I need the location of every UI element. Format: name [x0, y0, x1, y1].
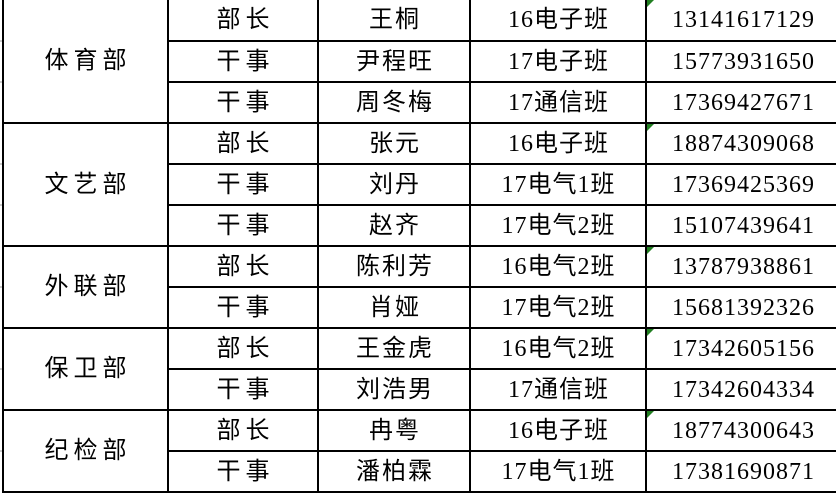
cell-name[interactable]: 肖娅: [317, 286, 471, 329]
cell-position[interactable]: 部长: [167, 122, 319, 165]
cell-name[interactable]: 周冬梅: [317, 81, 471, 124]
cell-phone[interactable]: 13141617129: [645, 0, 836, 42]
phone-value: 13787938861: [672, 253, 815, 280]
gridline-tick: [0, 286, 2, 288]
cell-phone[interactable]: 15681392326: [645, 286, 836, 329]
gridline-tick: [0, 81, 2, 83]
cell-class[interactable]: 17电气2班: [469, 286, 647, 329]
table-row: 外联部 部长 陈利芳 16电气2班 13787938861: [2, 245, 836, 329]
cell-name[interactable]: 潘柏霖: [317, 450, 471, 493]
cell-class[interactable]: 17电子班: [469, 40, 647, 83]
cell-position[interactable]: 干事: [167, 450, 319, 493]
table-row: 纪检部 部长 冉粤 16电子班 18774300643: [2, 409, 836, 493]
cell-department[interactable]: 保卫部: [2, 327, 169, 411]
cell-position[interactable]: 干事: [167, 163, 319, 206]
cell-name[interactable]: 赵齐: [317, 204, 471, 247]
cell-department[interactable]: 外联部: [2, 245, 169, 329]
cell-class[interactable]: 17通信班: [469, 368, 647, 411]
phone-value: 17369427671: [672, 89, 815, 116]
table-row: 体育部 部长 王桐 16电子班 13141617129: [2, 0, 836, 124]
phone-value: 15773931650: [672, 48, 815, 75]
cell-name[interactable]: 尹程旺: [317, 40, 471, 83]
table-row: 干事 刘浩男 17通信班 17342604334: [3, 368, 836, 411]
phone-value: 18874309068: [672, 130, 815, 157]
cell-phone[interactable]: 17369425369: [645, 163, 836, 206]
cell-class[interactable]: 17通信班: [469, 81, 647, 124]
number-stored-as-text-indicator-icon: [648, 0, 654, 7]
cell-class[interactable]: 16电子班: [469, 409, 647, 452]
phone-value: 17342605156: [672, 335, 815, 362]
cell-class[interactable]: 17电气2班: [469, 204, 647, 247]
cell-phone[interactable]: 15107439641: [645, 204, 836, 247]
cell-name[interactable]: 陈利芳: [317, 245, 471, 288]
table-row: 保卫部 部长 王金虎 16电气2班 17342605156: [2, 327, 836, 411]
table-row: 干事 肖娅 17电气2班 15681392326: [3, 286, 836, 329]
cell-class[interactable]: 16电子班: [469, 0, 647, 42]
cell-position[interactable]: 干事: [167, 368, 319, 411]
cell-class[interactable]: 17电气1班: [469, 163, 647, 206]
cell-position[interactable]: 部长: [167, 0, 319, 42]
cell-phone[interactable]: 17369427671: [645, 81, 836, 124]
cell-phone[interactable]: 17342605156: [645, 327, 836, 370]
cell-position[interactable]: 干事: [167, 204, 319, 247]
gridline-tick: [0, 450, 2, 452]
cell-name[interactable]: 王桐: [317, 0, 471, 42]
phone-value: 18774300643: [672, 417, 815, 444]
phone-value: 17342604334: [672, 376, 815, 403]
cell-phone[interactable]: 17342604334: [645, 368, 836, 411]
phone-value: 17369425369: [672, 171, 815, 198]
number-stored-as-text-indicator-icon: [648, 125, 654, 131]
cell-department[interactable]: 文艺部: [2, 122, 169, 247]
cell-name[interactable]: 刘浩男: [317, 368, 471, 411]
cell-position[interactable]: 干事: [167, 40, 319, 83]
cell-phone[interactable]: 18774300643: [645, 409, 836, 452]
cell-position[interactable]: 部长: [167, 245, 319, 288]
phone-value: 15107439641: [672, 212, 815, 239]
cell-phone[interactable]: 17381690871: [645, 450, 836, 493]
cell-class[interactable]: 16电子班: [469, 122, 647, 165]
table-row: 干事 潘柏霖 17电气1班 17381690871: [3, 450, 836, 493]
number-stored-as-text-indicator-icon: [648, 330, 654, 336]
cell-department[interactable]: 纪检部: [2, 409, 169, 493]
cell-position[interactable]: 部长: [167, 409, 319, 452]
cell-department[interactable]: 体育部: [2, 0, 169, 124]
cell-position[interactable]: 干事: [167, 286, 319, 329]
cell-phone[interactable]: 18874309068: [645, 122, 836, 165]
phone-value: 17381690871: [672, 458, 815, 485]
cell-position[interactable]: 部长: [167, 327, 319, 370]
cell-phone[interactable]: 15773931650: [645, 40, 836, 83]
cell-name[interactable]: 王金虎: [317, 327, 471, 370]
table-row: 文艺部 部长 张元 16电子班 18874309068: [2, 122, 836, 247]
cell-name[interactable]: 张元: [317, 122, 471, 165]
table-row: 干事 尹程旺 17电子班 15773931650: [3, 40, 836, 83]
number-stored-as-text-indicator-icon: [648, 248, 654, 254]
cell-position[interactable]: 干事: [167, 81, 319, 124]
gridline-tick: [0, 40, 2, 42]
cell-class[interactable]: 16电气2班: [469, 245, 647, 288]
table-row: 干事 周冬梅 17通信班 17369427671: [3, 81, 836, 124]
cell-name[interactable]: 冉粤: [317, 409, 471, 452]
gridline-tick: [0, 163, 2, 165]
phone-value: 13141617129: [672, 7, 815, 33]
cell-name[interactable]: 刘丹: [317, 163, 471, 206]
table-row: 干事 赵齐 17电气2班 15107439641: [3, 204, 836, 247]
gridline-tick: [0, 204, 2, 206]
table-row: 干事 刘丹 17电气1班 17369425369: [3, 163, 836, 206]
number-stored-as-text-indicator-icon: [648, 412, 654, 418]
gridline-tick: [0, 368, 2, 370]
cell-class[interactable]: 16电气2班: [469, 327, 647, 370]
cell-phone[interactable]: 13787938861: [645, 245, 836, 288]
phone-value: 15681392326: [672, 294, 815, 321]
cell-class[interactable]: 17电气1班: [469, 450, 647, 493]
